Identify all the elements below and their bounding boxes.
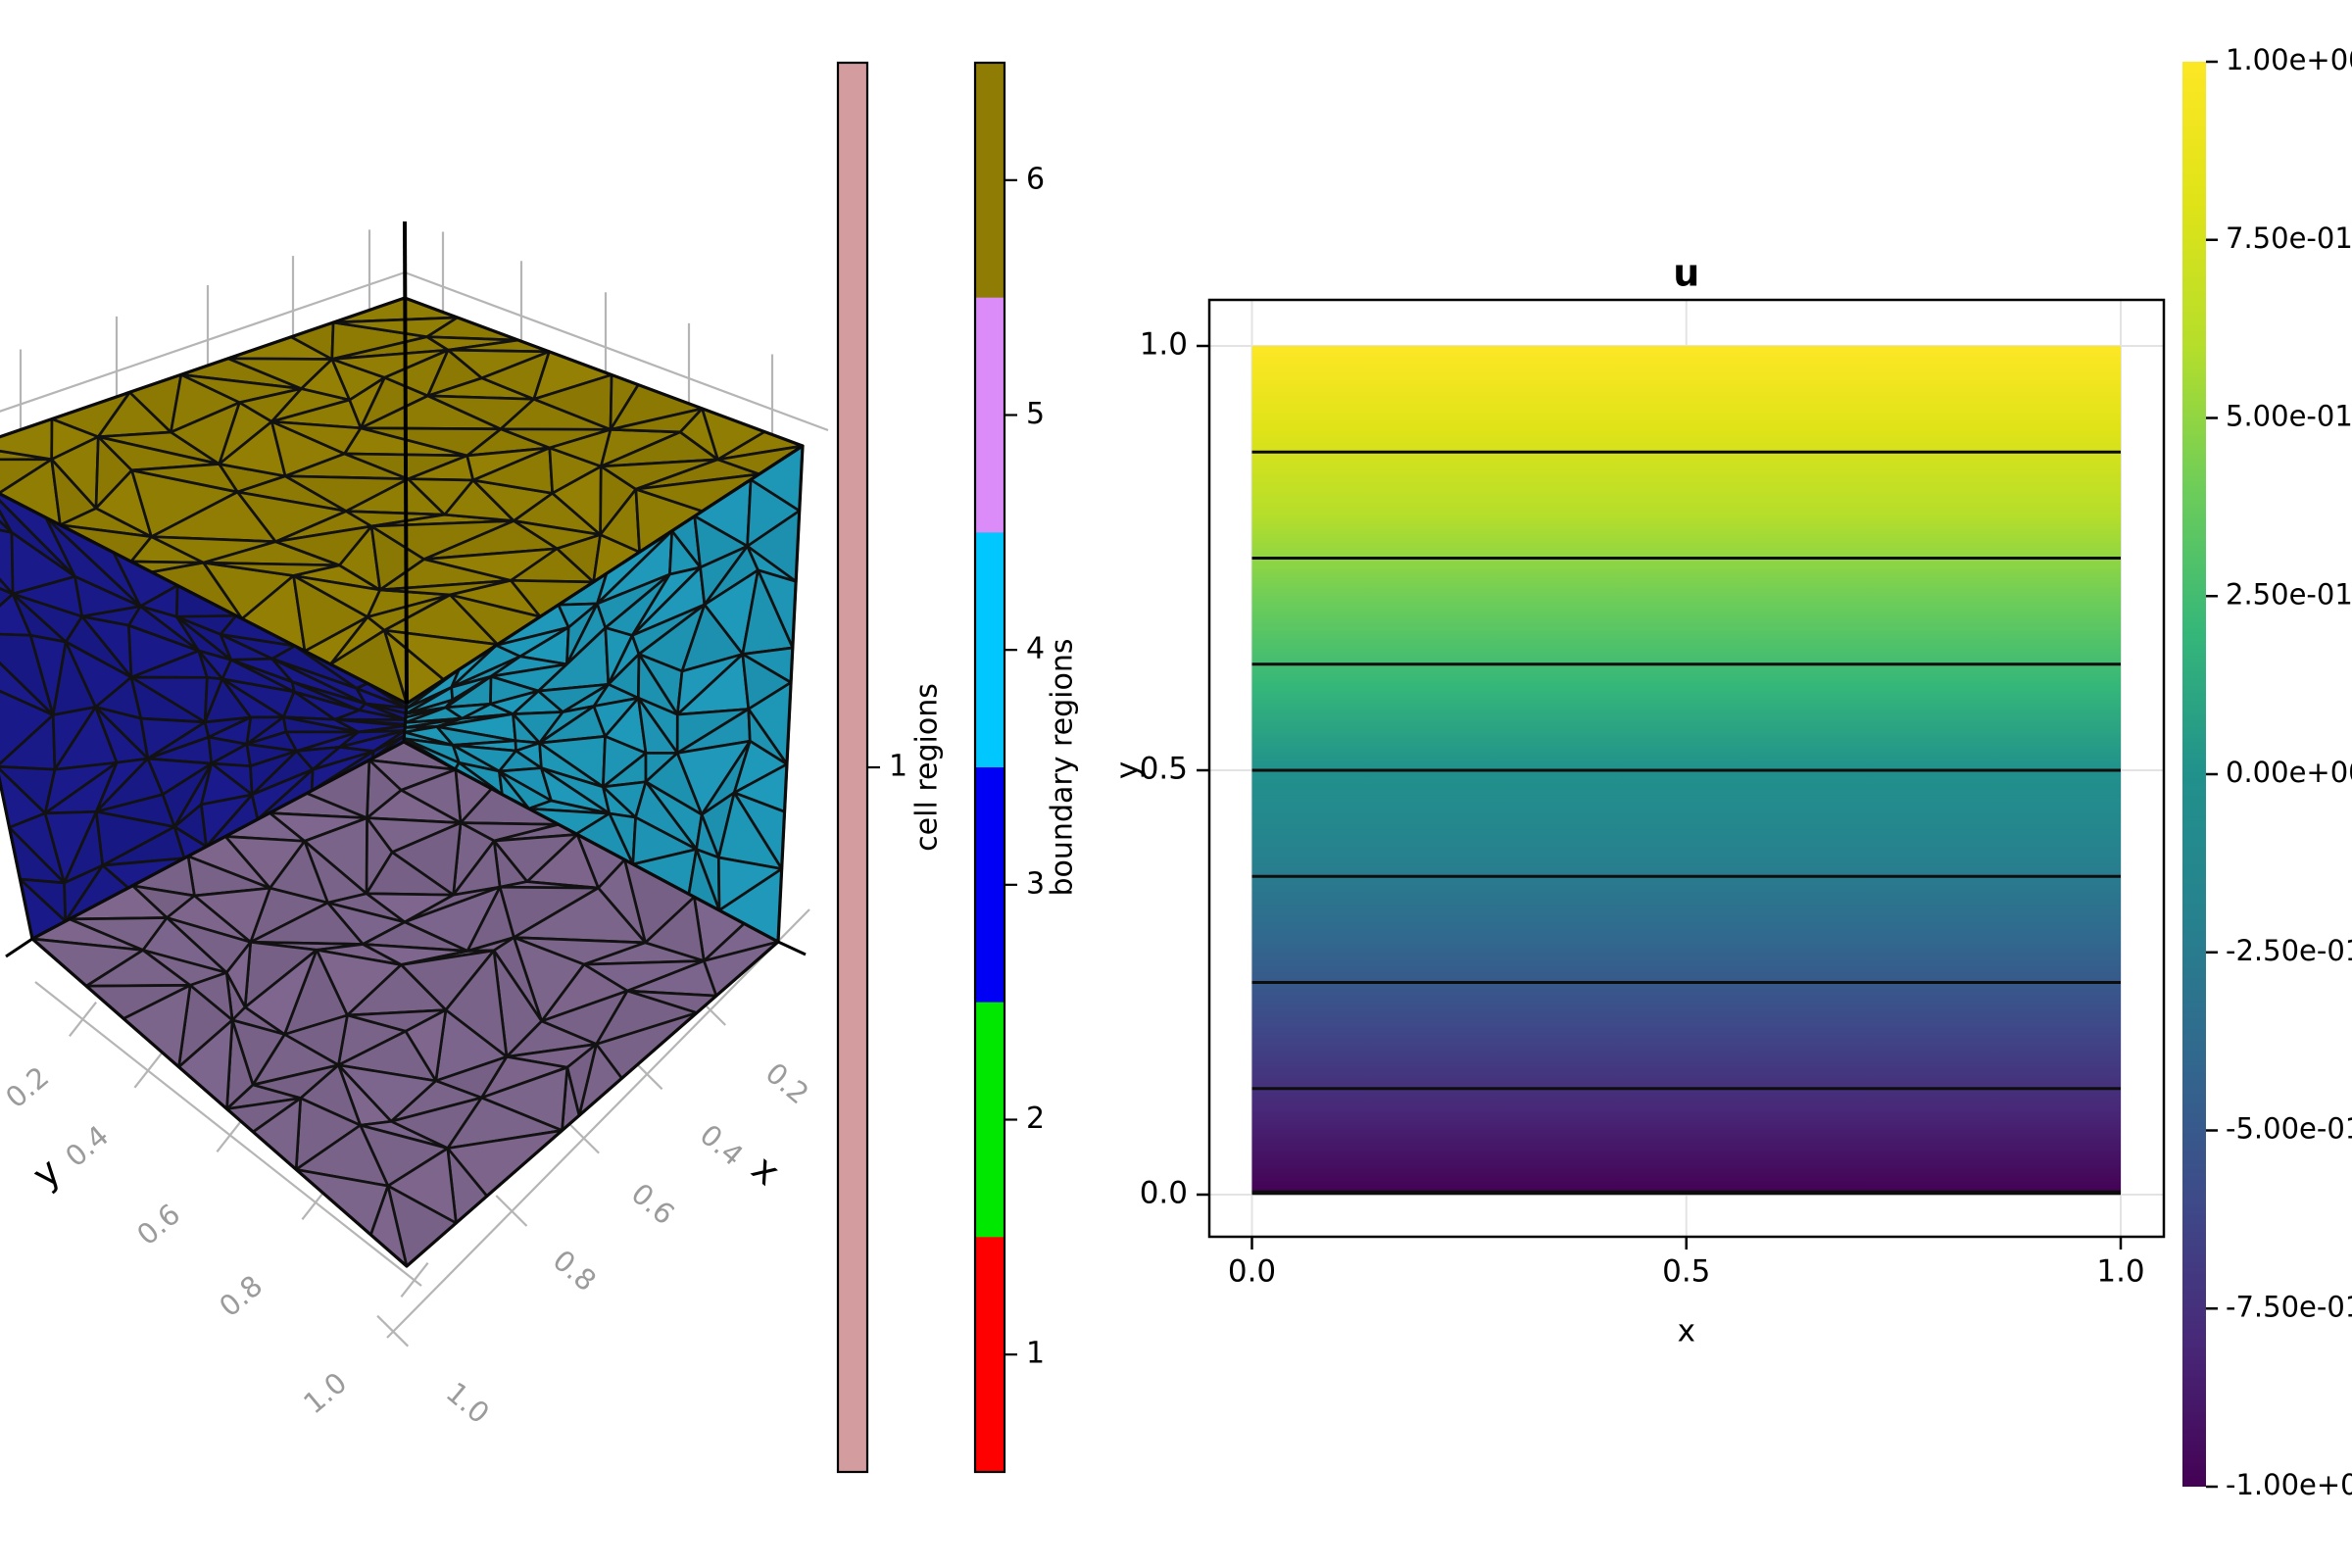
boundary-region-segment-4 (975, 532, 1004, 768)
grid3d-y-tick-label: 0.4 (59, 1119, 115, 1174)
y-axis-tick (133, 1053, 163, 1089)
rim-right (404, 270, 829, 432)
value-colorbar-tick-label: 1.00e+00 (2226, 43, 2352, 76)
boundary-regions-label: boundary regions (1046, 639, 1080, 897)
grid3d-xlabel: x (744, 1147, 789, 1194)
boundary-regions-tick-label: 1 (1026, 1337, 1045, 1371)
boundary-regions-tick-label: 5 (1026, 397, 1045, 431)
boundary-regions-tick-label: 3 (1026, 866, 1045, 901)
left-face-mesh (0, 492, 409, 941)
x-axis-line (386, 908, 810, 1339)
heatmap-x-tick-label: 1.0 (2096, 1254, 2144, 1290)
grid3d-ylabel: y (24, 1150, 70, 1197)
y-axis-line (34, 981, 422, 1287)
heatmap-x-tick-label: 0.5 (1662, 1254, 1710, 1290)
rim-left (0, 270, 406, 413)
boundary-regions-tick-label: 6 (1026, 162, 1045, 196)
boundary-region-segment-2 (975, 1002, 1004, 1238)
heatmap-y-tick-label: 0.0 (1140, 1176, 1188, 1211)
corner-stub-left (5, 937, 33, 958)
bottom-face-mesh (30, 740, 780, 1268)
boundary-regions-tick-label: 4 (1026, 632, 1045, 666)
boundary-region-segment-5 (975, 297, 1004, 533)
grid3d-x-tick-label: 1.0 (440, 1376, 496, 1431)
x-axis-tick (376, 1314, 410, 1348)
heatmap-x-tick-label: 0.0 (1228, 1254, 1276, 1290)
y-axis-tick (216, 1117, 245, 1152)
value-colorbar-tick-label: -7.50e-01 (2226, 1290, 2352, 1323)
boundary-region-segment-6 (975, 63, 1004, 299)
contour-lines (1251, 450, 2121, 1196)
grid3d-x-tick-label: 0.4 (694, 1118, 750, 1173)
value-colorbar-tick-label: -1.00e+00 (2226, 1468, 2352, 1501)
heatmap-y-tick-label: 1.0 (1140, 327, 1188, 363)
mesh-triangle (0, 417, 54, 462)
boundary-regions-bar-border (973, 61, 1006, 1474)
grid3d-y-tick-label: 1.0 (297, 1366, 353, 1421)
grid3d-x-tick-label: 0.2 (760, 1056, 815, 1111)
grid3d-x-tick-label: 0.8 (547, 1244, 603, 1298)
heatmap-plot: 0.0 0.5 1.0 1.0 0.5 0.0 u x y (1110, 252, 2166, 1349)
heatmap-ylabel: y (1110, 761, 1146, 779)
value-colorbar-tick-label: 2.50e-01 (2226, 577, 2352, 611)
value-colorbar-gradient (2182, 62, 2206, 1487)
heatmap-y-tick-label: 0.5 (1140, 752, 1188, 787)
x-axis-tick (495, 1195, 528, 1227)
top-face-mesh (0, 296, 805, 706)
z-axis-spine (403, 220, 409, 705)
grid3d-plot: 0.20.40.60.81.00.20.40.60.81.0y x (0, 220, 829, 1431)
y-axis-tick (69, 1002, 97, 1037)
grid3d-top-rim (0, 229, 829, 435)
grid3d-y-tick-label: 0.2 (0, 1060, 55, 1115)
grid3d-y-tick-label: 0.8 (213, 1269, 269, 1324)
value-colorbar-tick-label: 7.50e-01 (2226, 221, 2352, 255)
boundary-region-segment-1 (975, 1237, 1004, 1473)
value-colorbar-tick-label: -5.00e-01 (2226, 1112, 2352, 1146)
cell-regions-label: cell regions (910, 683, 945, 852)
value-colorbar-tick-label: -2.50e-01 (2226, 934, 2352, 967)
corner-stub-right (777, 940, 807, 956)
grid3d-y-tick-label: 0.6 (130, 1198, 186, 1252)
value-colorbar: 1.00e+00 7.50e-01 5.00e-01 2.50e-01 0.00e+00… (2182, 43, 2352, 1501)
heatmap-xlabel: x (1678, 1314, 1695, 1349)
grid3d-x-tick-label: 0.6 (625, 1177, 681, 1232)
x-axis-tick (567, 1121, 600, 1154)
cell-regions-tick-label: 1 (889, 750, 907, 784)
right-face-mesh (402, 444, 805, 944)
y-axis-tick (400, 1262, 429, 1298)
value-colorbar-tick-label: 5.00e-01 (2226, 400, 2352, 433)
mesh-triangle (0, 577, 15, 596)
heatmap-title: u (1673, 252, 1699, 295)
value-colorbar-tick-label: 0.00e+00 (2226, 756, 2352, 789)
boundary-region-segment-3 (975, 767, 1004, 1004)
boundary-regions-tick-label: 2 (1026, 1102, 1045, 1136)
cell-regions-bar (836, 61, 869, 1474)
bottom-face-outline (30, 740, 780, 1268)
